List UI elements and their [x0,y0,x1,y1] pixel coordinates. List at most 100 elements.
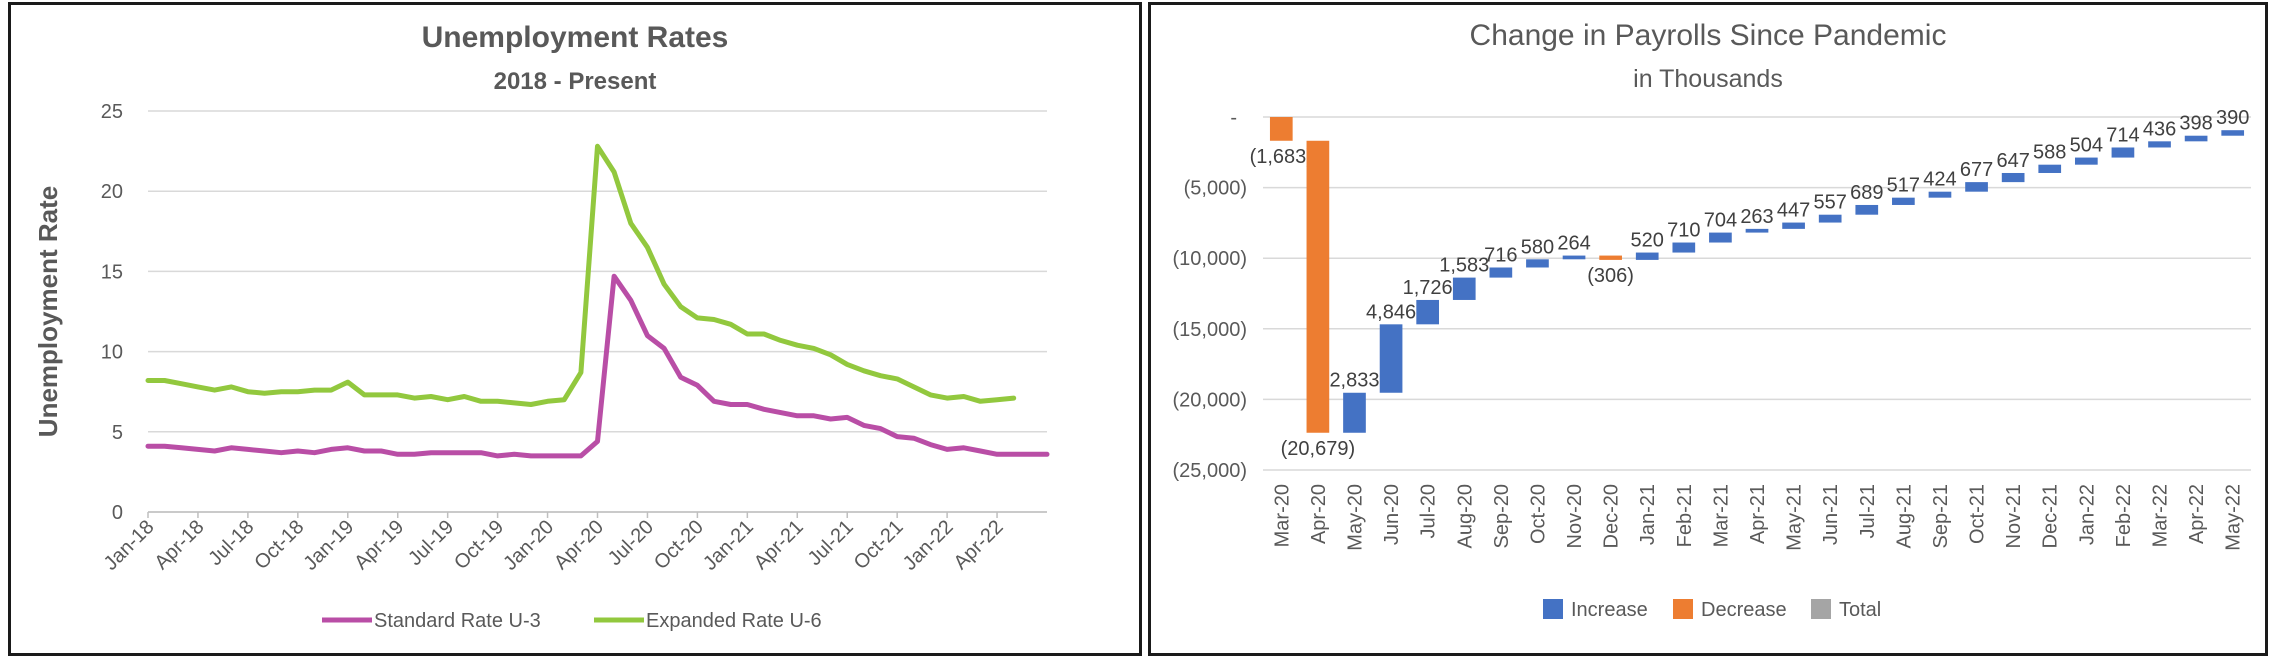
data-label: 1,726 [1403,277,1453,299]
data-label: 504 [2070,135,2103,157]
x-tick-label: Aug-20 [1454,484,1476,549]
legend-label: Expanded Rate U-6 [646,610,822,632]
x-tick-label: Dec-20 [1601,484,1623,548]
data-label: 580 [1521,236,1554,258]
legend-label: Standard Rate U-3 [374,610,541,632]
data-label: 447 [1777,200,1810,222]
x-tick-label: Apr-20 [1308,484,1330,544]
legend-swatch [1811,599,1831,619]
data-label: 704 [1704,210,1737,232]
y-tick-label: 20 [101,181,123,203]
increase-bar [1855,204,1879,215]
y-tick-label: (15,000) [1173,319,1248,341]
increase-bar [2074,157,2098,165]
chart-title: Unemployment Rates [422,21,729,54]
x-tick-label: Jul-20 [604,516,658,570]
increase-bar [1709,232,1732,243]
x-tick-label: Nov-20 [1564,484,1586,548]
x-tick-label: Jan-19 [300,516,359,575]
x-tick-label: Apr-21 [750,516,808,574]
x-tick-label: Oct-21 [850,516,908,574]
x-tick-label: Jul-18 [204,516,258,570]
x-tick-label: Jun-20 [1381,484,1403,545]
x-tick-label: Mar-22 [2150,484,2172,547]
increase-bar [2001,172,2025,183]
series-line-u3 [145,273,1050,459]
chart-subtitle: 2018 - Present [494,68,657,95]
legend-swatch [1543,599,1563,619]
chart-title: Change in Payrolls Since Pandemic [1470,19,1947,52]
data-label: 520 [1631,230,1664,252]
x-tick-label: Nov-21 [2003,484,2025,548]
increase-bar [1782,222,1805,229]
x-tick-label: Feb-21 [1674,484,1696,547]
unemployment-chart-panel: Unemployment Rates 2018 - Present 0 5 10 15 20… [8,2,1142,656]
data-label: 436 [2143,118,2176,140]
x-tick-label: Oct-20 [1527,484,1549,544]
x-tick-label: Apr-18 [150,516,208,574]
x-tick-label: Jul-19 [404,516,458,570]
increase-bar [2148,141,2171,148]
y-tick-label: 15 [101,261,123,283]
data-label: 710 [1667,220,1700,242]
data-label: (20,679) [1281,438,1356,460]
x-tick-label: Jan-21 [1637,484,1659,545]
data-label: 390 [2216,107,2249,129]
increase-bar [1489,267,1513,278]
legend-label: Decrease [1701,599,1787,621]
data-label: 716 [1484,244,1517,266]
data-label: 263 [1740,206,1773,228]
data-label: 264 [1557,233,1590,255]
y-tick-label: 25 [101,101,123,123]
y-tick-label: - [1230,107,1237,129]
increase-bar [1379,324,1403,393]
increase-bar [1562,255,1586,260]
legend-swatch [1673,599,1693,619]
data-label: 647 [1996,150,2029,172]
x-tick-label: Oct-18 [250,516,308,574]
y-tick-label: (20,000) [1173,389,1248,411]
x-tick-label: Sep-21 [1930,484,1952,549]
increase-bar [2184,135,2208,142]
x-tick-label: Jan-20 [499,516,558,575]
x-tick-label: Apr-22 [950,516,1008,574]
x-tick-label: Feb-22 [2113,484,2135,547]
x-tick-label: Jan-18 [100,516,159,575]
y-tick-label: (10,000) [1173,248,1248,270]
x-tick-label: Jul-20 [1418,484,1440,538]
chart-subtitle: in Thousands [1633,65,1783,93]
y-tick-label: 0 [112,502,123,524]
increase-bar [2111,147,2135,158]
x-tick-label: Jan-22 [2076,484,2098,545]
decrease-bar [1269,117,1293,141]
x-tick-label: Dec-21 [2040,484,2062,548]
payrolls-chart-panel: Change in Payrolls Since Pandemic in Thou… [1148,2,2268,656]
x-tick-label: May-20 [1344,484,1366,551]
x-tick-label: Jul-21 [804,516,858,570]
increase-bar [1635,252,1659,260]
x-tick-label: May-21 [1784,484,1806,551]
y-tick-label: (25,000) [1173,460,1248,482]
data-label: 1,583 [1439,255,1489,277]
data-label: 714 [2106,124,2139,146]
x-tick-label: May-22 [2223,484,2245,551]
unemployment-chart: Unemployment Rates 2018 - Present 0 5 10 15 20… [33,21,1050,632]
x-tick-label: Jan-21 [699,516,758,575]
data-label: (1,683) [1250,146,1313,168]
x-tick-label: Apr-21 [1747,484,1769,544]
payrolls-chart: Change in Payrolls Since Pandemic in Thou… [1173,19,2251,621]
y-tick-label: 10 [101,342,123,364]
data-label: 557 [1813,192,1846,214]
increase-bar [1818,214,1842,223]
data-label: 2,833 [1329,370,1379,392]
x-tick-label: Oct-19 [450,516,508,574]
x-tick-label: Jan-22 [899,516,958,575]
increase-bar [1343,392,1366,433]
increase-bar [1928,191,1952,198]
increase-bar [1672,242,1696,253]
x-tick-label: Apr-22 [2186,484,2208,544]
y-tick-label: (5,000) [1184,178,1247,200]
data-label: 398 [2179,113,2212,135]
data-label: 689 [1850,182,1883,204]
increase-bar [1892,197,1915,205]
